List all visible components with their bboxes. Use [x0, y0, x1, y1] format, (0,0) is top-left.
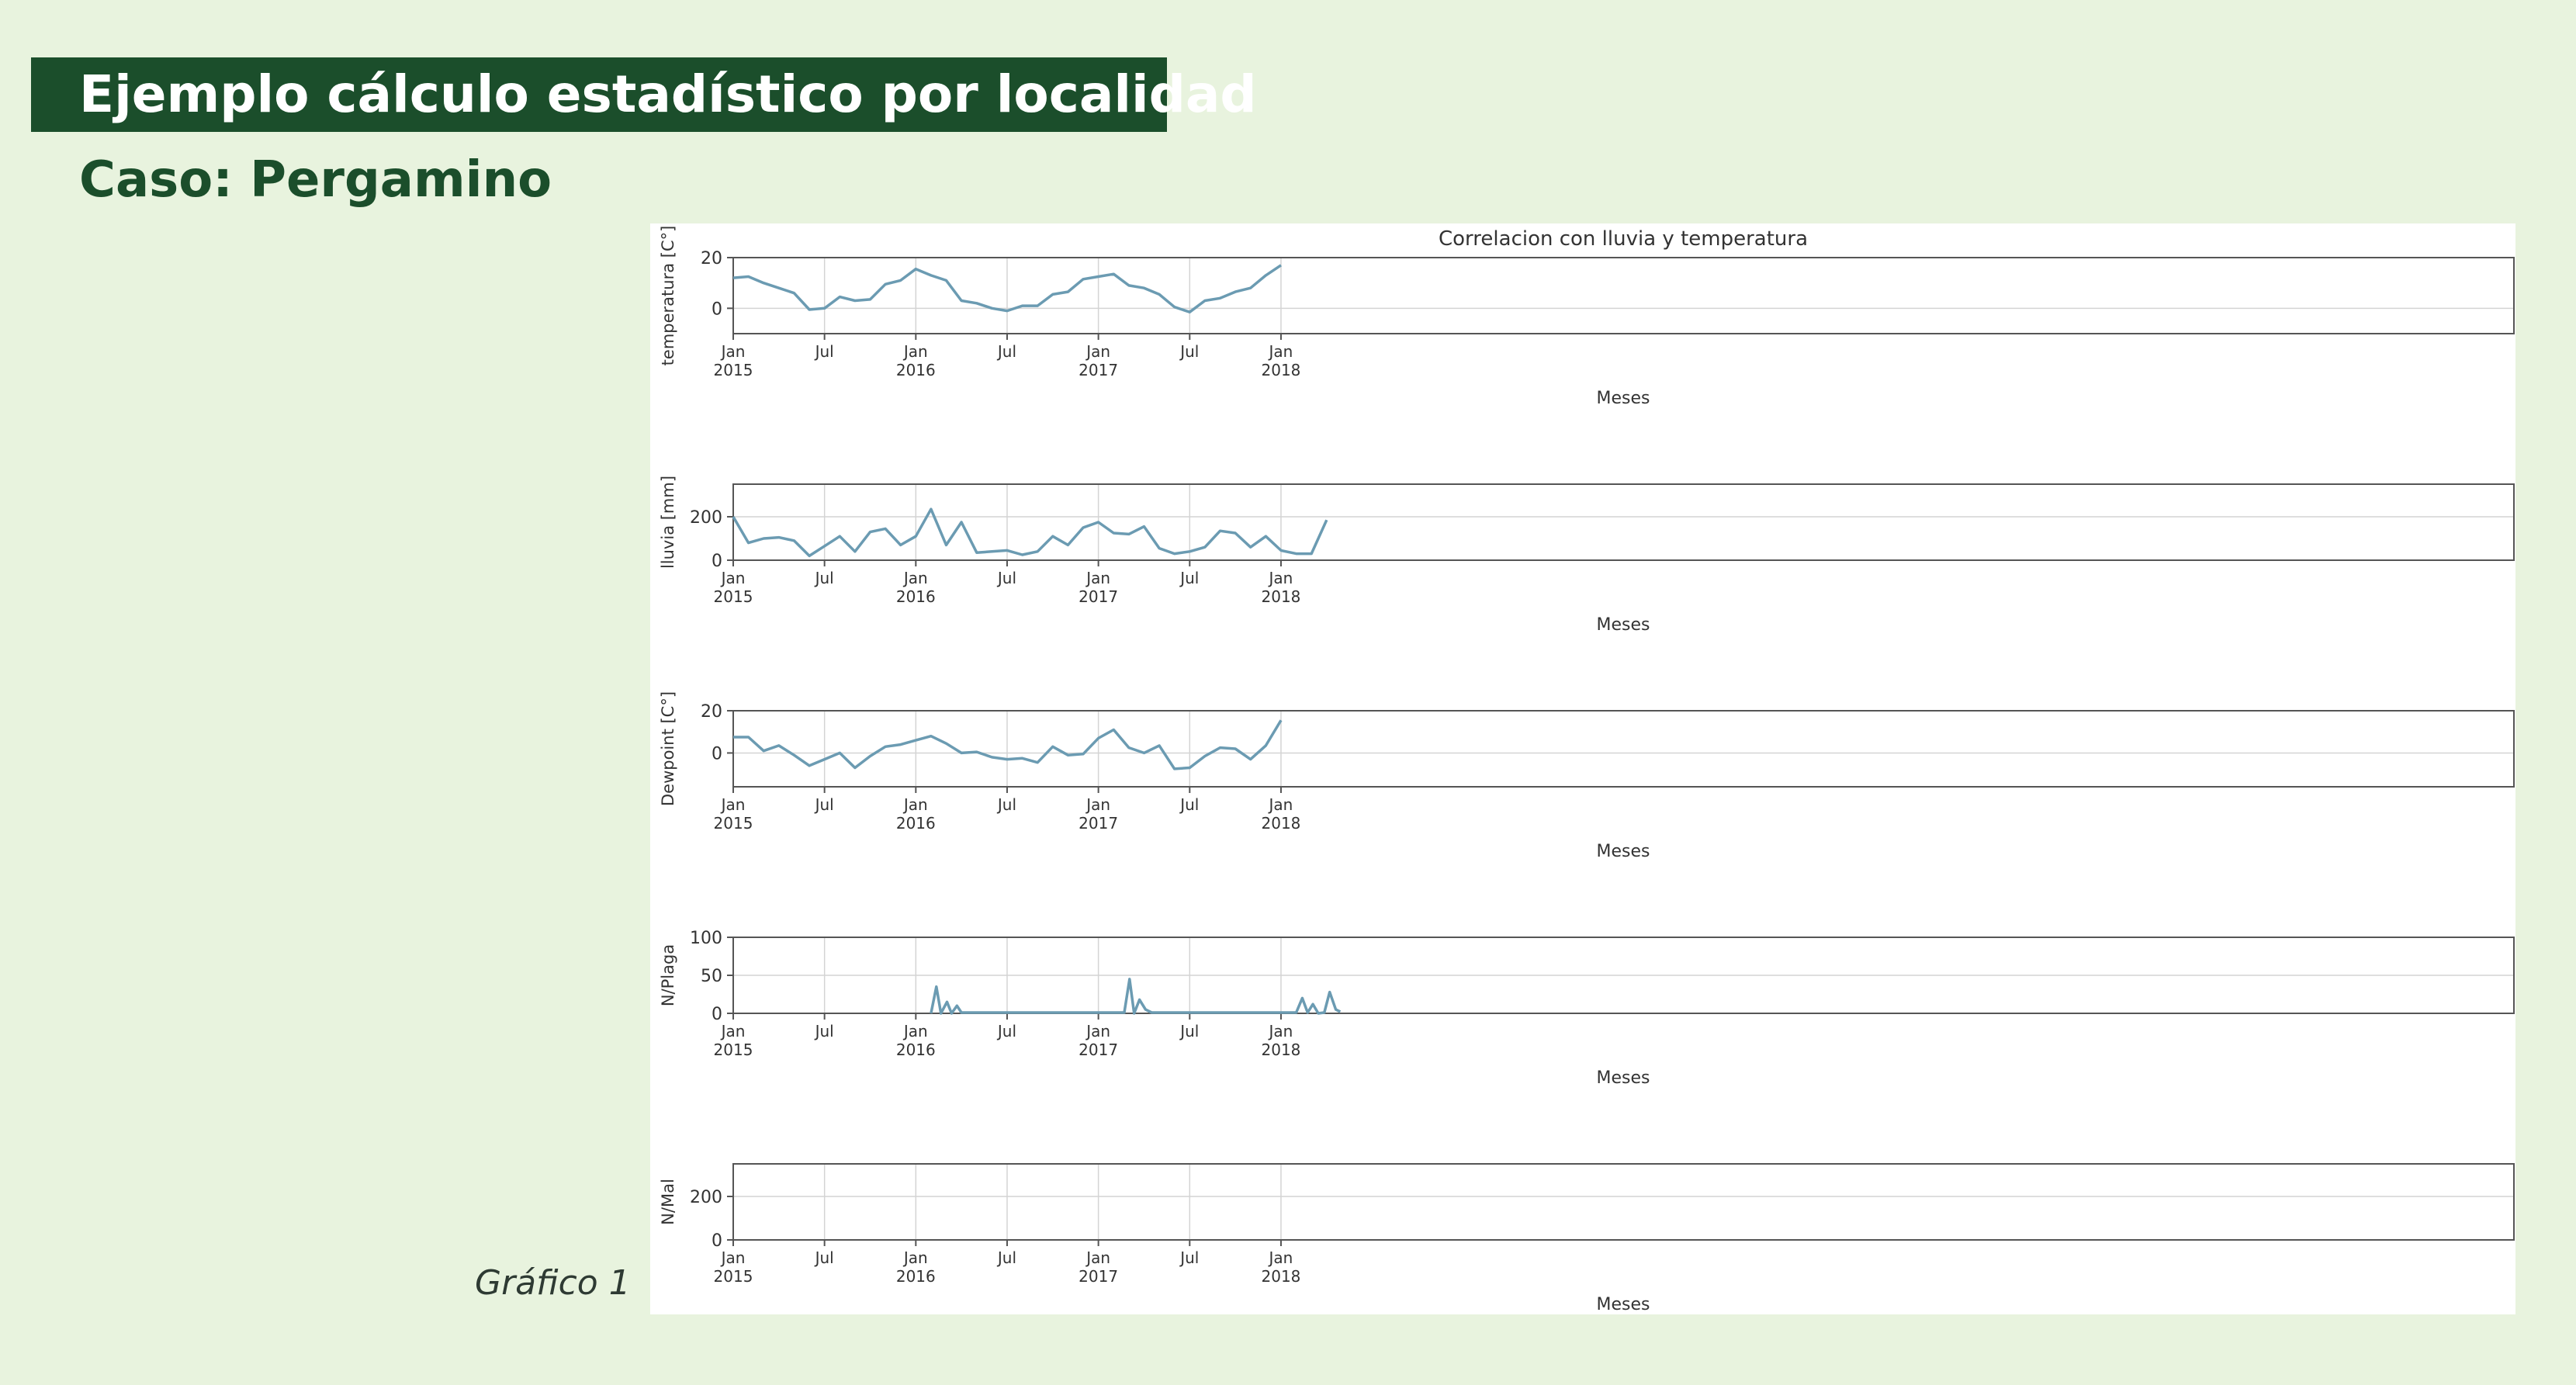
x-tick-label: Jul: [814, 795, 834, 814]
x-tick-sublabel: 2016: [896, 1040, 936, 1059]
axes-frame: [732, 483, 2515, 561]
x-axis-label: Meses: [1597, 389, 1650, 408]
x-axis-label: Meses: [1597, 1295, 1650, 1314]
x-tick-sublabel: 2017: [1079, 587, 1118, 606]
y-axis-label: temperatura [C°]: [659, 226, 677, 366]
x-tick-label: Jul: [814, 1022, 834, 1040]
y-tick-label: 20: [701, 702, 722, 722]
x-tick-label: Jul: [996, 1022, 1016, 1040]
x-tick-sublabel: 2016: [896, 361, 936, 379]
y-axis-label: lluvia [mm]: [659, 476, 677, 569]
x-tick-label: Jan: [902, 1022, 928, 1040]
x-tick-label: Jul: [1179, 1248, 1199, 1267]
axes-frame: [732, 257, 2515, 334]
x-tick-label: Jul: [996, 569, 1016, 587]
x-tick-label: Jan: [1268, 795, 1293, 814]
y-tick-label: 0: [712, 552, 722, 571]
x-tick-label: Jan: [1085, 569, 1110, 587]
x-axis-label: Meses: [1597, 1068, 1650, 1088]
x-tick-label: Jul: [996, 1248, 1016, 1267]
x-tick-sublabel: 2015: [714, 587, 753, 606]
x-tick-label: Jan: [1268, 1022, 1293, 1040]
x-tick-label: Jan: [1085, 1248, 1110, 1267]
page-subtitle: Caso: Pergamino: [79, 151, 552, 209]
x-tick-sublabel: 2015: [714, 814, 753, 833]
x-tick-sublabel: 2018: [1262, 1267, 1301, 1286]
x-tick-label: Jan: [720, 1022, 746, 1040]
x-tick-label: Jan: [1268, 342, 1293, 361]
y-tick-label: 200: [690, 1188, 722, 1207]
page-title: Ejemplo cálculo estadístico por localida…: [31, 57, 1257, 132]
x-tick-label: Jul: [814, 569, 834, 587]
x-tick-label: Jan: [1085, 342, 1110, 361]
x-tick-label: Jan: [720, 1248, 746, 1267]
axes-frame: [732, 710, 2515, 788]
x-tick-sublabel: 2016: [896, 1267, 936, 1286]
x-tick-sublabel: 2015: [714, 361, 753, 379]
x-tick-label: Jul: [814, 1248, 834, 1267]
x-tick-label: Jul: [996, 795, 1016, 814]
axes-frame: [732, 1163, 2515, 1241]
x-tick-sublabel: 2017: [1079, 814, 1118, 833]
series-line: [732, 264, 1282, 313]
x-axis-label: Meses: [1597, 615, 1650, 635]
x-tick-label: Jul: [1179, 569, 1199, 587]
x-tick-label: Jan: [902, 1248, 928, 1267]
y-tick-label: 0: [712, 1005, 722, 1024]
x-tick-sublabel: 2015: [714, 1040, 753, 1059]
x-tick-sublabel: 2017: [1079, 1040, 1118, 1059]
chart-caption: Gráfico 1: [475, 1263, 631, 1303]
x-tick-sublabel: 2018: [1262, 1040, 1301, 1059]
x-tick-label: Jul: [814, 342, 834, 361]
series-line: [733, 719, 1283, 770]
x-tick-label: Jan: [902, 795, 928, 814]
x-tick-sublabel: 2017: [1079, 1267, 1118, 1286]
x-tick-sublabel: 2016: [896, 814, 936, 833]
x-axis-label: Meses: [1597, 842, 1650, 861]
series-line: [930, 978, 1342, 1015]
y-axis-label: N/Plaga: [659, 944, 677, 1006]
x-tick-label: Jan: [720, 342, 746, 361]
x-tick-sublabel: 2015: [714, 1267, 753, 1286]
x-tick-label: Jan: [902, 569, 928, 587]
y-tick-label: 50: [701, 967, 722, 986]
y-tick-label: 0: [712, 744, 722, 763]
chart-title: Correlacion con lluvia y temperatura: [1439, 227, 1808, 251]
chart-svg: Correlacion con lluvia y temperatura 0 20 t…: [659, 226, 2515, 1314]
x-tick-label: Jan: [720, 795, 746, 814]
x-tick-label: Jan: [1268, 569, 1293, 587]
x-tick-sublabel: 2018: [1262, 814, 1301, 833]
x-tick-label: Jan: [1085, 795, 1110, 814]
x-tick-label: Jan: [902, 342, 928, 361]
x-tick-sublabel: 2018: [1262, 587, 1301, 606]
y-tick-label: 20: [701, 249, 722, 268]
x-tick-sublabel: 2017: [1079, 361, 1118, 379]
series-line: [732, 507, 1328, 558]
x-tick-label: Jan: [1268, 1248, 1293, 1267]
x-tick-label: Jul: [1179, 795, 1199, 814]
y-tick-label: 100: [690, 929, 722, 948]
chart-panel: Correlacion con lluvia y temperatura 0 20 t…: [650, 223, 2515, 1314]
x-tick-label: Jan: [720, 569, 746, 587]
x-tick-sublabel: 2018: [1262, 361, 1301, 379]
x-tick-label: Jul: [1179, 342, 1199, 361]
y-tick-label: 200: [690, 508, 722, 528]
x-tick-label: Jul: [1179, 1022, 1199, 1040]
y-axis-label: Dewpoint [C°]: [659, 691, 677, 806]
x-tick-label: Jan: [1085, 1022, 1110, 1040]
y-tick-label: 0: [712, 1231, 722, 1251]
x-tick-label: Jul: [996, 342, 1016, 361]
y-axis-label: N/Mal: [659, 1179, 677, 1225]
y-tick-label: 0: [712, 300, 722, 319]
x-tick-sublabel: 2016: [896, 587, 936, 606]
